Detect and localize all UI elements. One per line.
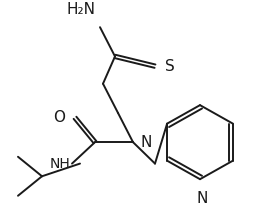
Text: S: S <box>165 59 175 74</box>
Text: N: N <box>196 191 208 206</box>
Text: H₂N: H₂N <box>66 2 95 17</box>
Text: O: O <box>53 110 65 125</box>
Text: N: N <box>141 135 152 150</box>
Text: NH: NH <box>49 157 70 171</box>
